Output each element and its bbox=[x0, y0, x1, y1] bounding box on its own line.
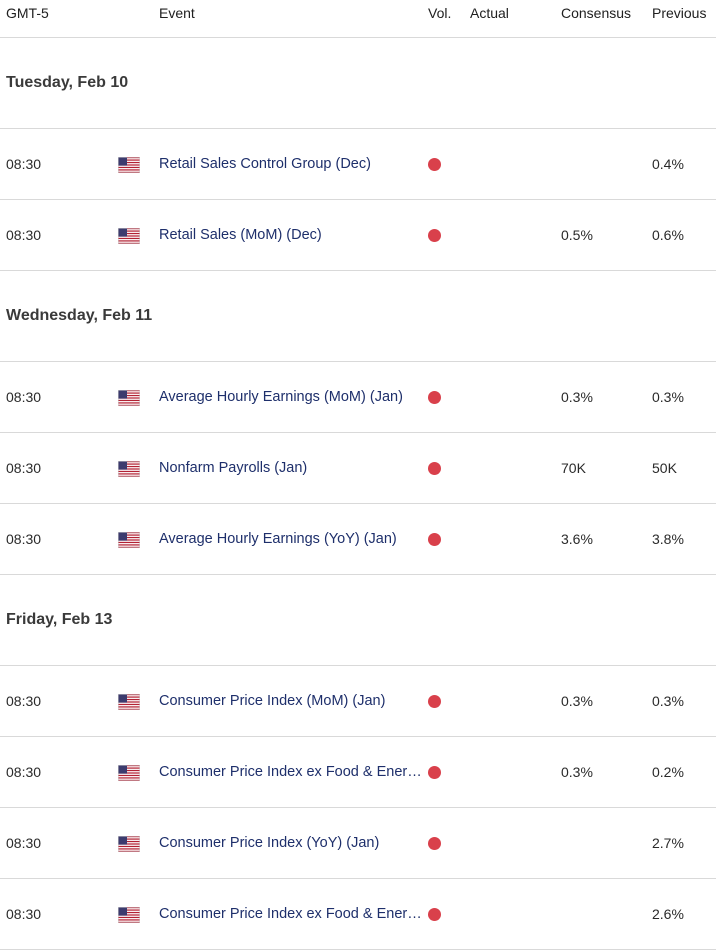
event-time: 08:30 bbox=[6, 835, 42, 851]
event-consensus: 0.3% bbox=[561, 764, 593, 780]
timezone-header[interactable]: GMT-5 bbox=[6, 5, 49, 21]
event-previous: 0.4% bbox=[652, 156, 684, 172]
event-name[interactable]: Retail Sales Control Group (Dec) bbox=[159, 156, 371, 172]
us-flag-icon bbox=[118, 461, 140, 477]
consensus-header: Consensus bbox=[561, 5, 632, 21]
day-section-header: Friday, Feb 13 bbox=[0, 575, 716, 666]
us-flag-icon bbox=[118, 694, 140, 710]
day-title: Tuesday, Feb 10 bbox=[6, 74, 129, 91]
event-previous: 3.8% bbox=[652, 531, 684, 547]
event-time: 08:30 bbox=[6, 389, 42, 405]
event-previous: 50K bbox=[652, 460, 677, 476]
event-row[interactable]: 08:30 Retail Sales Control Group (Dec) 0.4… bbox=[0, 129, 716, 200]
us-flag-icon bbox=[118, 907, 140, 923]
event-time: 08:30 bbox=[6, 156, 42, 172]
day-section-header: Tuesday, Feb 10 bbox=[0, 38, 716, 129]
event-previous: 2.6% bbox=[652, 906, 684, 922]
event-name[interactable]: Average Hourly Earnings (YoY) (Jan) bbox=[159, 531, 397, 547]
us-flag-icon bbox=[118, 532, 140, 548]
event-consensus: 0.3% bbox=[561, 693, 593, 709]
event-time: 08:30 bbox=[6, 693, 42, 709]
high-volatility-icon bbox=[428, 391, 441, 404]
high-volatility-icon bbox=[428, 908, 441, 921]
actual-header: Actual bbox=[470, 5, 509, 21]
day-section-header: Wednesday, Feb 11 bbox=[0, 271, 716, 362]
event-name[interactable]: Consumer Price Index ex Food & Energy (M… bbox=[159, 764, 427, 780]
event-name[interactable]: Nonfarm Payrolls (Jan) bbox=[159, 460, 308, 476]
volatility-header: Vol. bbox=[428, 5, 452, 21]
event-time: 08:30 bbox=[6, 906, 42, 922]
high-volatility-icon bbox=[428, 229, 441, 242]
us-flag-icon bbox=[118, 836, 140, 852]
day-title: Wednesday, Feb 11 bbox=[6, 307, 153, 324]
us-flag-icon bbox=[118, 390, 140, 406]
event-row[interactable]: 08:30 Consumer Price Index (MoM) (Jan) 0.3… bbox=[0, 666, 716, 737]
previous-header: Previous bbox=[652, 5, 707, 21]
event-row[interactable]: 08:30 Nonfarm Payrolls (Jan) 70K 50K bbox=[0, 433, 716, 504]
event-consensus: 70K bbox=[561, 460, 586, 476]
event-name[interactable]: Average Hourly Earnings (MoM) (Jan) bbox=[159, 389, 403, 405]
us-flag-icon bbox=[118, 765, 140, 781]
event-time: 08:30 bbox=[6, 764, 42, 780]
event-time: 08:30 bbox=[6, 227, 42, 243]
event-previous: 2.7% bbox=[652, 835, 684, 851]
event-consensus: 0.3% bbox=[561, 389, 593, 405]
high-volatility-icon bbox=[428, 158, 441, 171]
event-previous: 0.2% bbox=[652, 764, 684, 780]
high-volatility-icon bbox=[428, 766, 441, 779]
event-name[interactable]: Consumer Price Index (MoM) (Jan) bbox=[159, 693, 386, 709]
high-volatility-icon bbox=[428, 533, 441, 546]
event-time: 08:30 bbox=[6, 531, 42, 547]
event-previous: 0.6% bbox=[652, 227, 684, 243]
high-volatility-icon bbox=[428, 837, 441, 850]
event-consensus: 3.6% bbox=[561, 531, 593, 547]
event-row[interactable]: 08:30 Average Hourly Earnings (YoY) (Jan)… bbox=[0, 504, 716, 575]
event-row[interactable]: 08:30 Retail Sales (MoM) (Dec) 0.5% 0.6% bbox=[0, 200, 716, 271]
event-name[interactable]: Retail Sales (MoM) (Dec) bbox=[159, 227, 322, 243]
high-volatility-icon bbox=[428, 462, 441, 475]
high-volatility-icon bbox=[428, 695, 441, 708]
day-title: Friday, Feb 13 bbox=[6, 611, 113, 628]
event-name[interactable]: Consumer Price Index ex Food & Energy (Y… bbox=[159, 906, 427, 922]
event-name[interactable]: Consumer Price Index (YoY) (Jan) bbox=[159, 835, 380, 851]
event-row[interactable]: 08:30 Consumer Price Index ex Food & Ener… bbox=[0, 737, 716, 808]
event-header: Event bbox=[159, 5, 195, 21]
event-previous: 0.3% bbox=[652, 389, 684, 405]
event-time: 08:30 bbox=[6, 460, 42, 476]
us-flag-icon bbox=[118, 157, 140, 173]
calendar-header: GMT-5 Event Vol. Actual Consensus Previo… bbox=[0, 0, 716, 38]
event-previous: 0.3% bbox=[652, 693, 684, 709]
event-row[interactable]: 08:30 Consumer Price Index (YoY) (Jan) 2.7… bbox=[0, 808, 716, 879]
event-row[interactable]: 08:30 Consumer Price Index ex Food & Ener… bbox=[0, 879, 716, 950]
event-consensus: 0.5% bbox=[561, 227, 593, 243]
us-flag-icon bbox=[118, 228, 140, 244]
event-row[interactable]: 08:30 Average Hourly Earnings (MoM) (Jan)… bbox=[0, 362, 716, 433]
